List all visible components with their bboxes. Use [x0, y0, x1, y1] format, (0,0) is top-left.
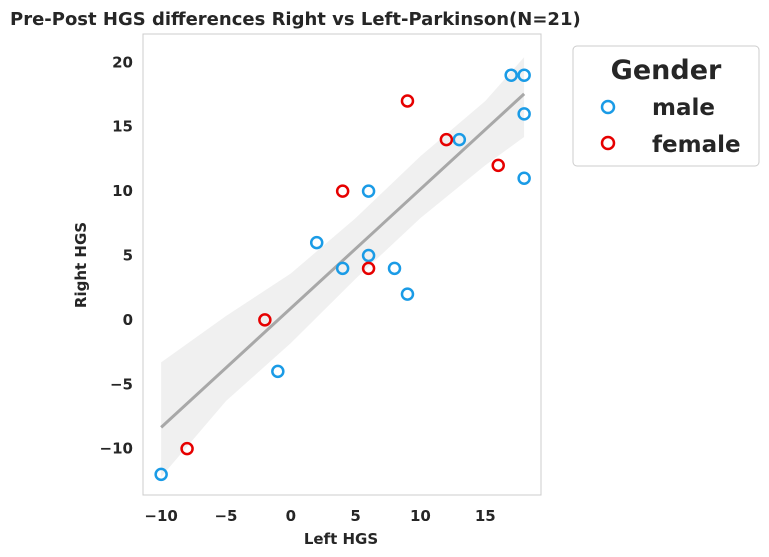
confidence-band	[161, 57, 525, 477]
legend-marker-female	[600, 135, 616, 151]
y-tick-label: 10	[112, 182, 133, 200]
x-tick-label: −5	[214, 507, 237, 525]
plot-area	[142, 33, 542, 496]
data-point-male-3	[335, 261, 350, 276]
legend-label-male: male	[652, 95, 715, 121]
regression-line	[160, 92, 526, 429]
x-axis-label: Left HGS	[304, 530, 378, 548]
data-point-male-7	[400, 287, 415, 301]
legend-marker-male	[600, 99, 616, 115]
y-tick-label: 15	[112, 118, 133, 136]
data-point-male-9	[504, 68, 518, 82]
data-point-male-5	[361, 184, 376, 198]
y-tick-label: 20	[112, 53, 133, 71]
y-tick-labels: −10 −5 0 5 10 15 20	[100, 53, 133, 457]
data-point-male-2	[309, 235, 324, 250]
x-tick-label: 15	[475, 507, 496, 525]
x-tick-label: 5	[350, 507, 360, 525]
data-point-male-8	[452, 132, 467, 147]
data-point-female-4	[400, 94, 415, 108]
y-axis-label: Right HGS	[72, 222, 90, 308]
data-point-male-4	[361, 248, 376, 263]
x-tick-labels: −10 −5 0 5 10 15	[144, 507, 495, 525]
data-point-male-0	[154, 467, 168, 482]
data-point-female-1	[258, 313, 272, 327]
data-point-female-6	[491, 158, 505, 173]
chart-title: Pre-Post HGS differences Right vs Left-P…	[10, 9, 581, 30]
y-tick-label: −10	[100, 440, 133, 458]
x-tick-label: 0	[286, 507, 296, 525]
y-tick-label: 5	[123, 246, 133, 264]
data-point-female-0	[180, 441, 194, 456]
data-point-male-12	[517, 171, 531, 185]
data-point-female-3	[361, 261, 376, 276]
data-point-male-10	[517, 68, 531, 82]
data-point-male-6	[387, 261, 402, 276]
legend-frame	[572, 45, 760, 167]
legend-label-female: female	[652, 132, 741, 158]
data-point-male-11	[517, 107, 531, 121]
y-tick-label: 0	[123, 311, 133, 329]
data-point-male-1	[271, 364, 285, 379]
y-tick-label: −5	[110, 375, 133, 393]
data-points	[154, 68, 531, 482]
x-tick-label: −10	[144, 507, 177, 525]
legend: Gender male female	[572, 45, 760, 167]
x-tick-label: 10	[410, 507, 431, 525]
data-point-female-5	[439, 132, 454, 147]
data-point-female-2	[335, 184, 350, 198]
legend-title: Gender	[611, 55, 722, 86]
